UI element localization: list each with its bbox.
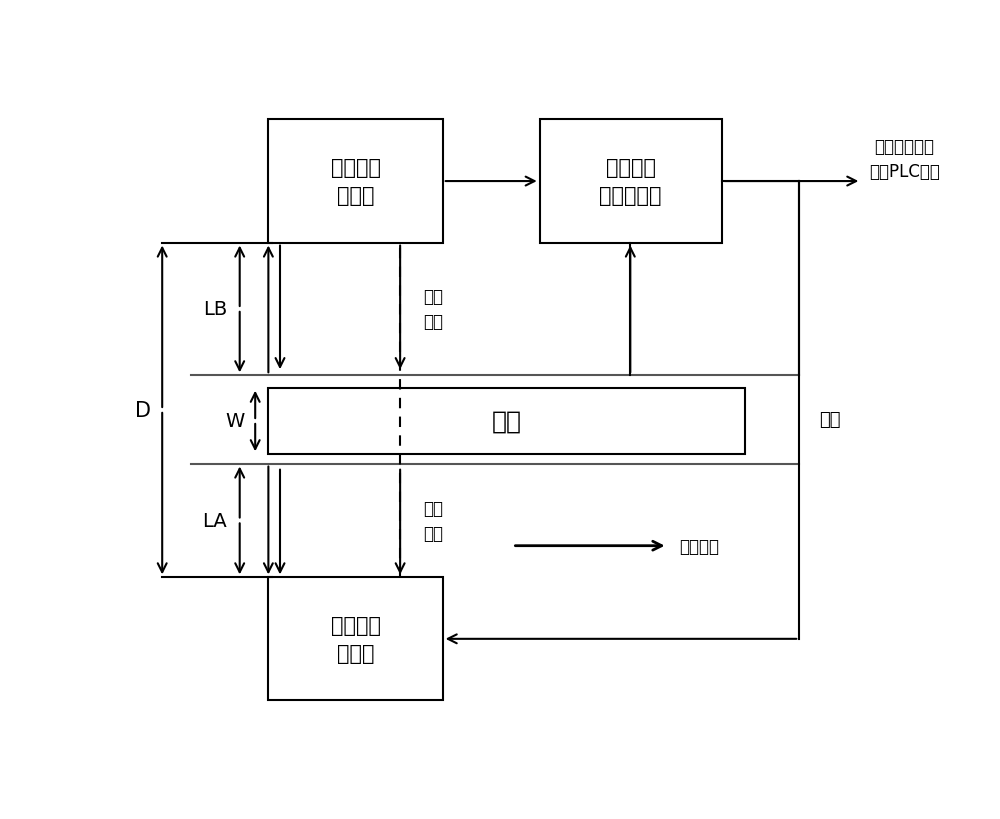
Text: 激光三角
测距仪: 激光三角 测距仪 (331, 158, 381, 206)
Text: D: D (135, 400, 151, 420)
Text: LB: LB (203, 300, 227, 319)
Text: 激光三角
测距仪: 激光三角 测距仪 (331, 615, 381, 663)
Text: 板坯测宽
集中控制器: 板坯测宽 集中控制器 (599, 158, 662, 206)
Text: 辊道: 辊道 (819, 411, 840, 429)
Text: 板坯: 板坯 (492, 410, 522, 433)
Text: LA: LA (203, 511, 227, 530)
Bar (540, 120, 722, 243)
Text: 运行方向: 运行方向 (679, 537, 719, 555)
Text: 激光
方向: 激光 方向 (423, 500, 443, 542)
Text: W: W (225, 412, 245, 431)
Bar (268, 577, 443, 700)
Bar (268, 388, 745, 455)
Bar (268, 120, 443, 243)
Text: 激光
方向: 激光 方向 (423, 288, 443, 331)
Text: 板坯宽度送到
钢厂PLC系统: 板坯宽度送到 钢厂PLC系统 (869, 138, 940, 181)
